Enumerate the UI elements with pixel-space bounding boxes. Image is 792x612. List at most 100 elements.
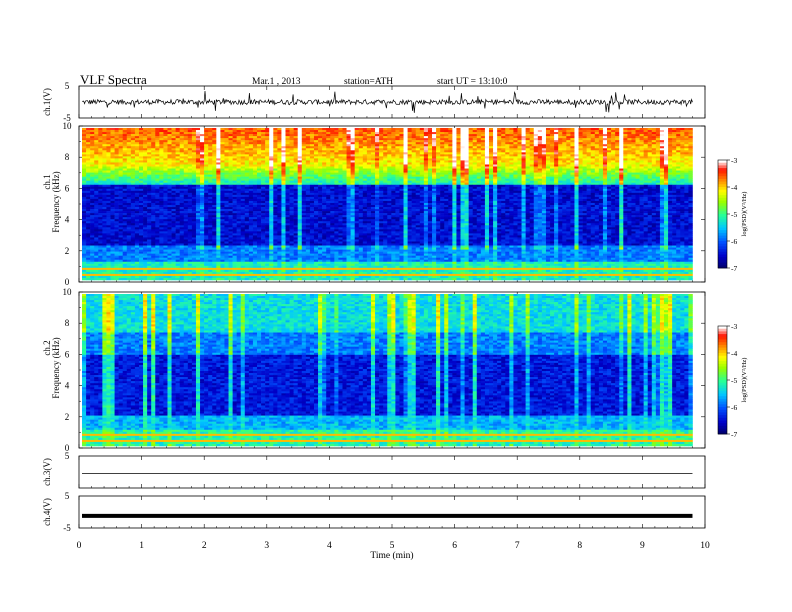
ch1-spectrogram-cell: [383, 148, 388, 151]
ch1-spectrogram-cell: [232, 164, 237, 167]
ch1-spectrogram-cell: [269, 142, 274, 145]
ch1-spectrogram-cell: [558, 134, 563, 137]
ch1-spectrogram-cell: [383, 146, 388, 149]
ch1-spectrogram-cell: [261, 134, 266, 137]
ch1-spectrogram-cell: [541, 162, 547, 165]
ch1-spectrogram-cell: [195, 176, 201, 179]
ch1-spectrogram-cell: [183, 150, 189, 153]
ch1-spectrogram-cell: [82, 186, 87, 190]
ch1-spectrogram-cell: [647, 152, 653, 155]
ch1-spectrogram-cell: [566, 132, 571, 135]
ch1-spectrogram-cell: [684, 134, 689, 137]
ch1-spectrogram-cell: [252, 134, 258, 137]
ch1-spectrogram-cell: [590, 130, 596, 133]
ch1-spectrogram-cell: [326, 144, 331, 147]
ch1-spectrogram-cell: [570, 168, 575, 171]
ch1-spectrogram-cell: [488, 138, 494, 141]
ch1-spectrogram-cell: [480, 150, 486, 153]
ch1-spectrogram-cell: [468, 184, 474, 188]
ch1-spectrogram-cell: [562, 162, 567, 165]
ch1-spectrogram-cell: [643, 148, 649, 151]
ch1-spectrogram-cell: [582, 148, 587, 151]
ch1-spectrogram-cell: [118, 158, 123, 161]
ch1-spectrogram-cell: [578, 132, 583, 135]
ch1-spectrogram-cell: [204, 162, 209, 165]
ch1-spectrogram-cell: [456, 168, 461, 171]
ch1-spectrogram-cell: [688, 172, 693, 175]
ch1-spectrogram-cell: [574, 166, 579, 169]
ch1-spectrogram-cell: [379, 186, 384, 190]
ch1-spectrogram-cell: [228, 136, 233, 139]
ch1-spectrogram-cell: [224, 156, 229, 159]
ch1-spectrogram-cell: [338, 170, 343, 173]
ch1-spectrogram-cell: [419, 142, 425, 145]
ch1-spectrogram-cell: [464, 168, 469, 171]
ch1-spectrogram-cell: [297, 154, 303, 157]
ch1-spectrogram-cell: [318, 128, 323, 131]
ch1-spectrogram-cell: [647, 188, 653, 192]
ch1-spectrogram-cell: [427, 182, 433, 186]
ch1-spectrogram-cell: [684, 142, 689, 145]
ch1-spectrogram-cell: [411, 158, 417, 161]
ch1-spectrogram-cell: [322, 170, 327, 173]
ch1-spectrogram-cell: [578, 142, 583, 145]
ch1-spectrogram-cell: [346, 128, 351, 131]
ch1-spectrogram-cell: [195, 166, 201, 169]
ch1-spectrogram-cell: [525, 128, 530, 131]
ch1-spectrogram-cell: [273, 160, 278, 163]
ch1-spectrogram-cell: [672, 136, 677, 139]
ch1-spectrogram-cell: [342, 136, 347, 139]
ch1-spectrogram-cell: [350, 164, 355, 167]
ch1-spectrogram-cell: [643, 172, 649, 175]
ch1-spectrogram-cell: [265, 158, 270, 161]
ch1-spectrogram-cell: [627, 132, 632, 135]
ch1-spectrogram-cell: [676, 154, 681, 157]
ch1-spectrogram-cell: [379, 170, 384, 173]
ch1-spectrogram-cell: [407, 132, 412, 135]
ch1-spectrogram-cell: [366, 144, 372, 147]
ch1-spectrogram-cell: [545, 136, 551, 139]
ch1-spectrogram-cell: [619, 134, 624, 137]
ch1-spectrogram-cell: [175, 154, 180, 157]
ch1-spectrogram-cell: [200, 158, 205, 161]
ch1-spectrogram-cell: [309, 138, 315, 141]
ch1-spectrogram-cell: [505, 146, 510, 149]
ch1-spectrogram-cell: [379, 150, 384, 153]
ch1-spectrogram-cell: [391, 154, 396, 157]
ch1-spectrogram-cell: [342, 168, 347, 171]
ch1-spectrogram-cell: [403, 154, 408, 157]
ch1-spectrogram-cell: [590, 186, 596, 190]
ch1-spectrogram-cell: [309, 136, 315, 139]
ch1-spectrogram-cell: [533, 134, 539, 137]
ch1-spectrogram-cell: [566, 154, 571, 157]
ch1-spectrogram-cell: [106, 176, 111, 179]
ch1-spectrogram-cell: [126, 172, 132, 175]
ch1-spectrogram-cell: [517, 164, 522, 167]
ch1-spectrogram-cell: [289, 142, 294, 145]
ch1-spectrogram-cell: [220, 152, 225, 155]
ch1-spectrogram-cell: [309, 146, 315, 149]
ch1-spectrogram-cell: [684, 166, 689, 169]
ch1-spectrogram-cell: [261, 186, 266, 190]
ch1-spectrogram-cell: [362, 156, 368, 159]
ch1-spectrogram-cell: [98, 178, 103, 181]
ch1-spectrogram-cell: [350, 166, 355, 169]
ch1-spectrogram-cell: [383, 156, 388, 159]
ch1-spectrogram-cell: [334, 138, 339, 141]
ch1-spectrogram-cell: [399, 156, 404, 159]
ch1-spectrogram-cell: [208, 154, 213, 157]
ch1-spectrogram-cell: [244, 132, 250, 135]
ch1-spectrogram-cell: [106, 182, 111, 186]
ch1-spectrogram-cell: [635, 172, 640, 175]
ch1-spectrogram-cell: [521, 132, 526, 135]
ch1-spectrogram-cell: [456, 160, 461, 163]
ch1-spectrogram-cell: [403, 136, 408, 139]
ch1-spectrogram-cell: [415, 188, 421, 192]
ch1-spectrogram-cell: [252, 138, 258, 141]
ch1-spectrogram-cell: [281, 140, 286, 143]
ch1-spectrogram-cell: [509, 186, 514, 190]
ch1-spectrogram-cell: [399, 132, 404, 135]
ch1-spectrogram-cell: [216, 162, 221, 165]
ch1-spectrogram-cell: [281, 142, 286, 145]
ch1-spectrogram-cell: [541, 176, 547, 179]
